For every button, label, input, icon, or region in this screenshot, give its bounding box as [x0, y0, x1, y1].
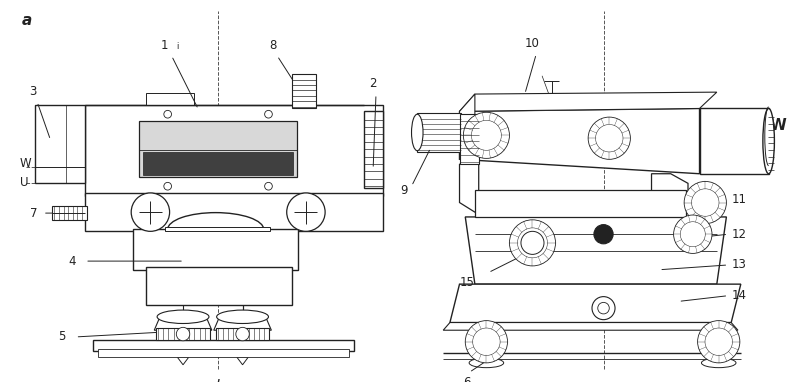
Text: 2: 2: [370, 77, 377, 90]
Bar: [459, 114, 478, 164]
Text: 13: 13: [732, 259, 747, 272]
Circle shape: [705, 328, 733, 356]
Text: 11: 11: [732, 193, 747, 206]
Text: 7: 7: [30, 207, 37, 220]
Polygon shape: [450, 284, 741, 322]
Circle shape: [466, 320, 507, 363]
Text: 1: 1: [161, 39, 169, 52]
Polygon shape: [651, 174, 688, 212]
Text: W: W: [770, 118, 786, 133]
Circle shape: [598, 303, 610, 314]
Circle shape: [684, 181, 726, 223]
Circle shape: [698, 320, 740, 363]
Circle shape: [164, 110, 171, 118]
Text: 10: 10: [525, 37, 540, 50]
Text: W: W: [20, 157, 31, 170]
Circle shape: [131, 193, 170, 231]
Polygon shape: [214, 317, 271, 330]
Bar: [699, 108, 769, 174]
Bar: [363, 111, 382, 188]
Circle shape: [473, 328, 500, 356]
Circle shape: [471, 120, 502, 150]
Bar: [133, 230, 298, 270]
Text: i: i: [176, 42, 178, 51]
Polygon shape: [237, 357, 248, 365]
Bar: [293, 74, 315, 108]
Bar: [142, 152, 294, 175]
Circle shape: [236, 327, 250, 341]
Ellipse shape: [469, 358, 504, 367]
Text: 12: 12: [732, 228, 747, 241]
Bar: [216, 328, 270, 340]
Polygon shape: [178, 357, 189, 365]
Ellipse shape: [763, 108, 774, 174]
Text: 6: 6: [463, 376, 471, 382]
Circle shape: [510, 220, 555, 266]
Bar: [299, 78, 309, 105]
Circle shape: [176, 327, 190, 341]
Polygon shape: [459, 92, 717, 111]
Bar: [53, 206, 87, 220]
Bar: [146, 93, 194, 105]
Bar: [98, 350, 349, 357]
Text: 3: 3: [30, 85, 37, 98]
Circle shape: [588, 117, 630, 159]
Polygon shape: [443, 322, 738, 330]
Text: U: U: [20, 176, 28, 189]
Bar: [146, 267, 291, 305]
Polygon shape: [459, 164, 506, 212]
Circle shape: [265, 182, 272, 190]
Bar: [85, 193, 382, 231]
Text: 5: 5: [58, 330, 66, 343]
Ellipse shape: [702, 358, 736, 367]
Ellipse shape: [217, 310, 269, 324]
Text: 8: 8: [270, 39, 277, 52]
Bar: [475, 190, 686, 217]
Circle shape: [164, 182, 171, 190]
Circle shape: [463, 112, 510, 159]
Text: 14: 14: [732, 289, 747, 302]
Circle shape: [286, 193, 325, 231]
Text: 4: 4: [68, 254, 75, 268]
Polygon shape: [154, 317, 212, 330]
Text: 9: 9: [400, 184, 408, 197]
Bar: [418, 113, 462, 152]
Polygon shape: [459, 94, 475, 159]
Polygon shape: [459, 108, 699, 174]
Circle shape: [680, 222, 706, 247]
Circle shape: [595, 125, 623, 152]
Circle shape: [518, 228, 547, 258]
Circle shape: [592, 296, 615, 320]
Text: a: a: [22, 13, 32, 28]
Circle shape: [594, 225, 613, 244]
Bar: [156, 328, 210, 340]
Bar: [85, 105, 382, 196]
Text: I: I: [215, 378, 220, 382]
Bar: [165, 227, 270, 231]
Bar: [35, 105, 85, 183]
Circle shape: [521, 231, 544, 254]
Text: 15: 15: [460, 277, 474, 290]
Circle shape: [674, 215, 712, 253]
Bar: [139, 121, 298, 176]
Circle shape: [691, 189, 719, 216]
Polygon shape: [466, 217, 726, 284]
Circle shape: [265, 110, 272, 118]
Ellipse shape: [157, 310, 209, 324]
Bar: [93, 340, 354, 351]
Ellipse shape: [411, 114, 423, 151]
